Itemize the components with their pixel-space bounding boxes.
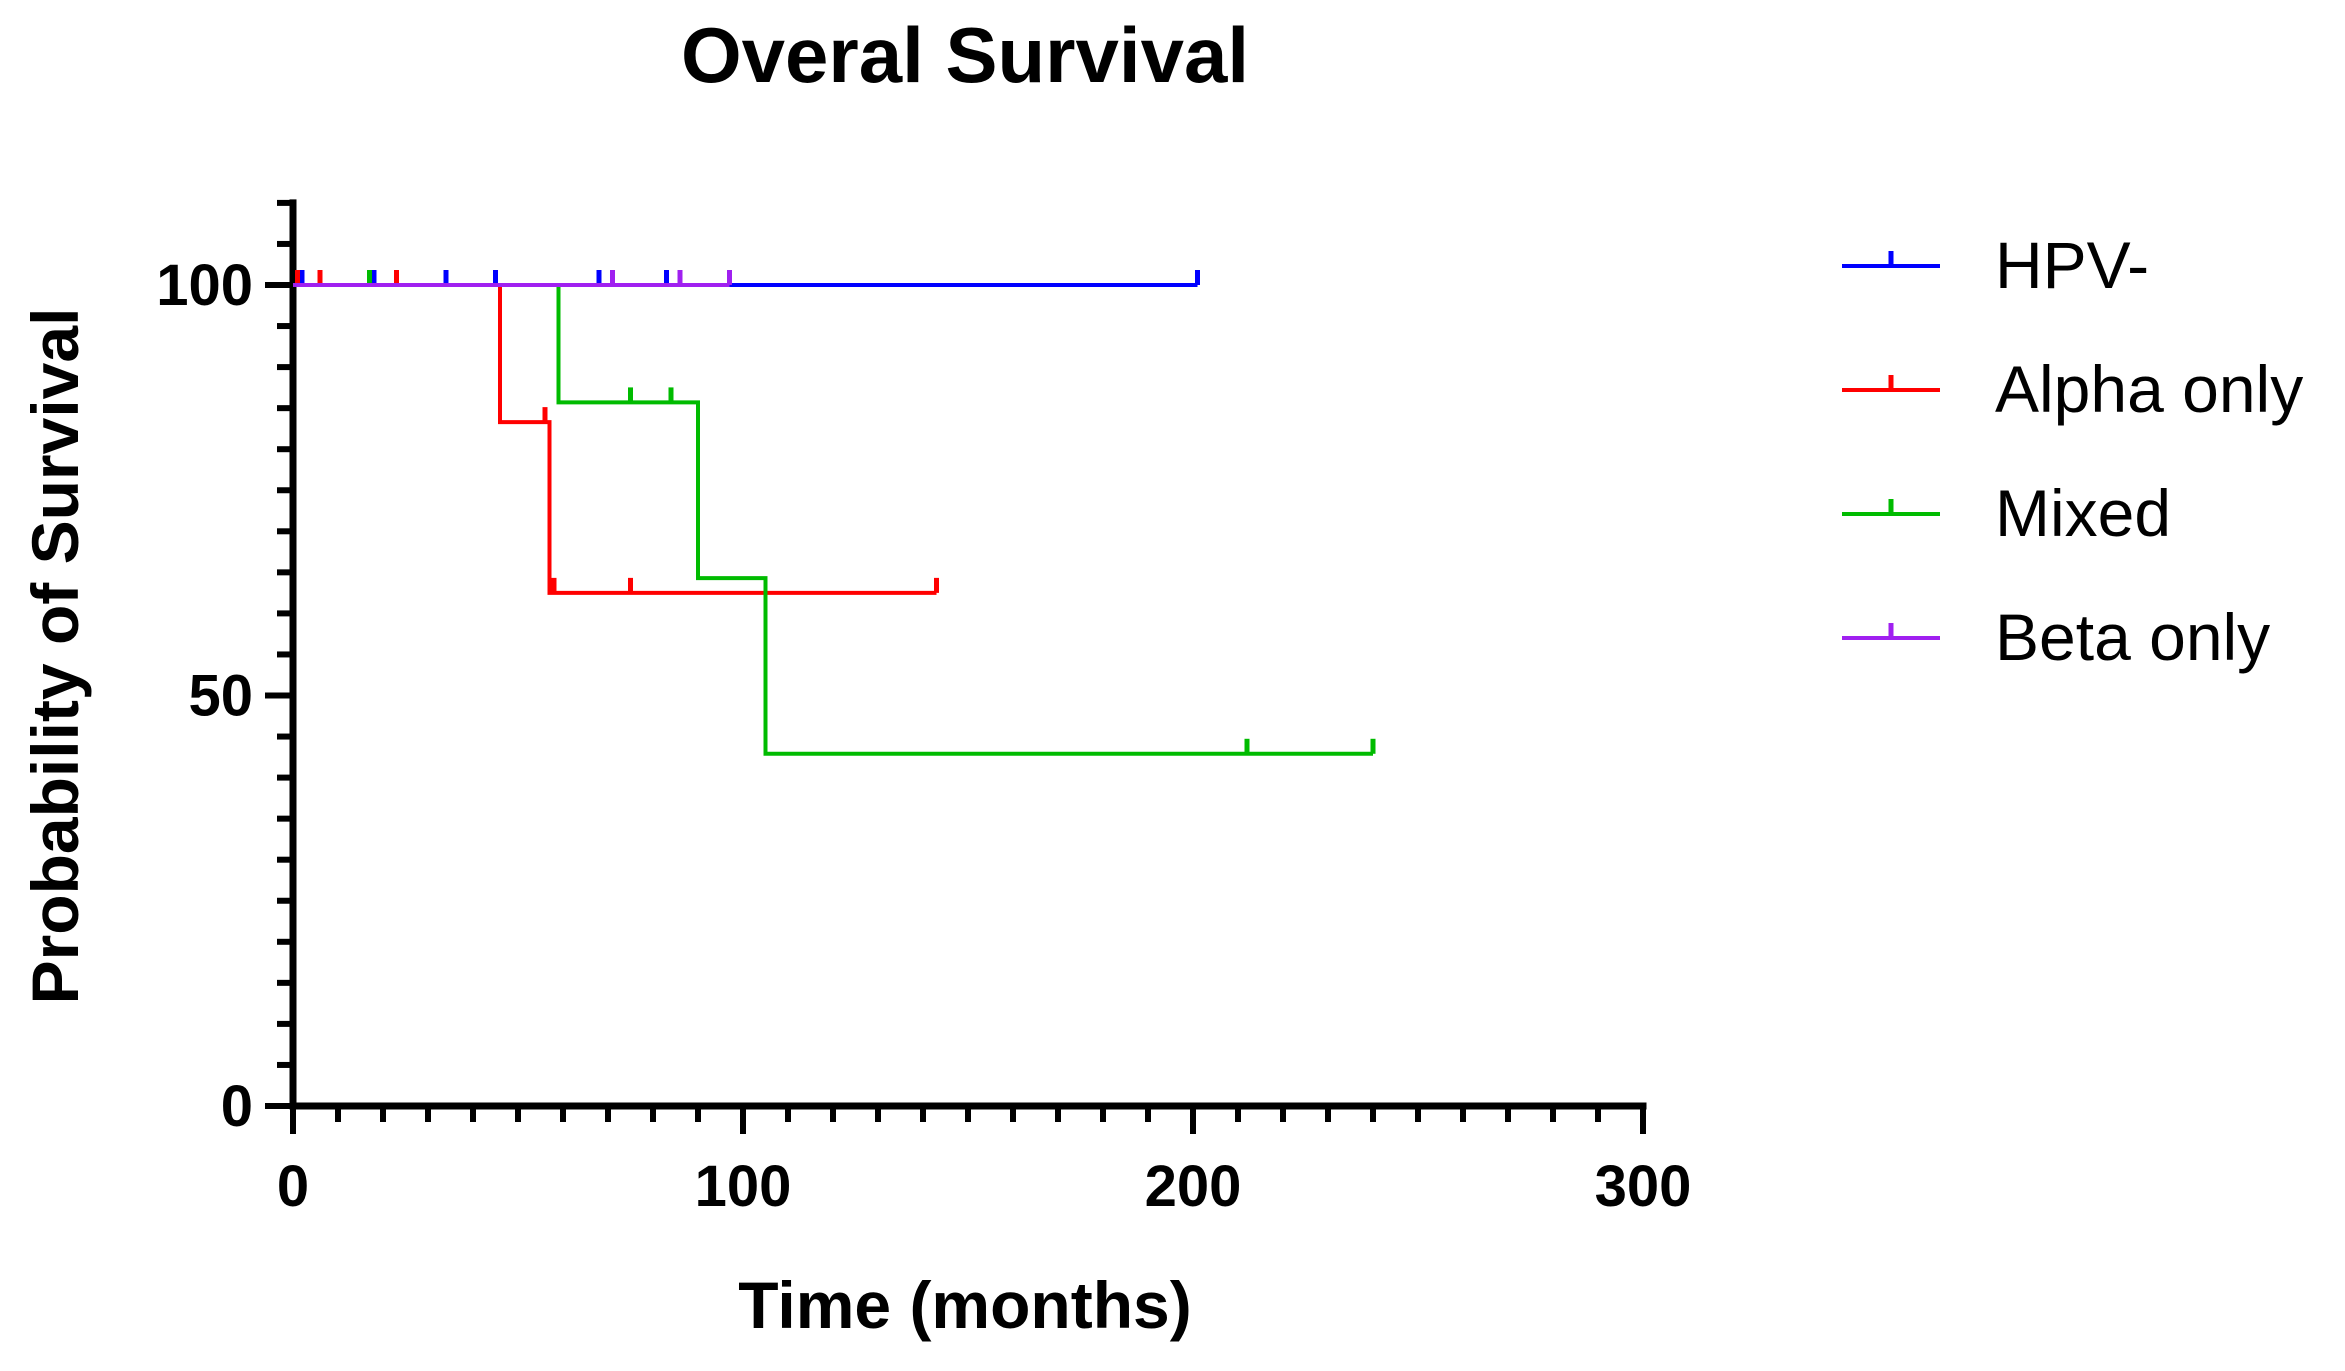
x-tick-label: 200 xyxy=(1145,1154,1242,1219)
y-axis-label: Probability of Survival xyxy=(18,308,92,1005)
chart-title: Overal Survival xyxy=(681,11,1249,99)
y-tick-label: 0 xyxy=(221,1074,253,1139)
x-tick-label: 300 xyxy=(1595,1154,1692,1219)
legend-item-beta-only: Beta only xyxy=(1842,600,2270,674)
x-tick-label: 0 xyxy=(277,1154,309,1219)
series-line-alpha-only xyxy=(293,283,937,595)
legend-item-alpha-only: Alpha only xyxy=(1842,352,2303,426)
y-tick-label: 100 xyxy=(156,253,253,318)
series-line-mixed xyxy=(293,283,1373,756)
axes xyxy=(289,199,1647,1110)
legend-label-hpv: HPV- xyxy=(1995,228,2149,302)
legend-label-beta-only: Beta only xyxy=(1995,600,2270,674)
legend: HPV- Alpha only Mixed Beta only xyxy=(1842,228,2303,674)
legend-item-mixed: Mixed xyxy=(1842,476,2171,550)
series-lines xyxy=(293,270,1376,756)
legend-label-alpha-only: Alpha only xyxy=(1995,352,2303,426)
y-tick-label: 50 xyxy=(188,664,253,729)
x-tick-label: 100 xyxy=(695,1154,792,1219)
x-axis-label: Time (months) xyxy=(738,1268,1191,1342)
axis-ticks: 0 50 100 0 100 200 300 xyxy=(156,199,1692,1219)
legend-label-mixed: Mixed xyxy=(1995,476,2171,550)
legend-item-hpv: HPV- xyxy=(1842,228,2149,302)
